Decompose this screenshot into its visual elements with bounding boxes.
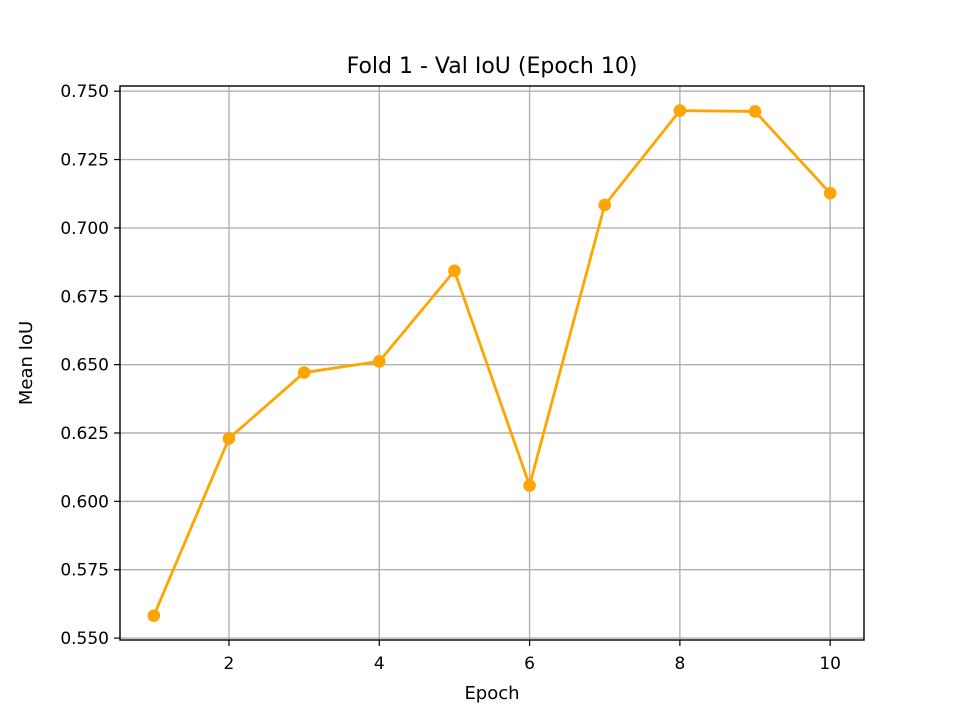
x-tick-label: 10: [819, 654, 841, 674]
y-tick-label: 0.625: [60, 424, 109, 444]
y-tick-label: 0.750: [60, 82, 109, 102]
chart-title: Fold 1 - Val IoU (Epoch 10): [347, 54, 638, 79]
grid: [120, 86, 864, 640]
data-point: [523, 479, 536, 492]
y-tick-label: 0.725: [60, 151, 109, 171]
data-point: [147, 609, 161, 622]
y-tick-label: 0.600: [60, 492, 109, 512]
y-tick-label: 0.650: [60, 356, 109, 376]
data-point: [372, 355, 386, 368]
data-point: [222, 432, 236, 445]
y-tick-label: 0.700: [60, 219, 109, 239]
data-point: [297, 366, 311, 379]
x-tick-label: 4: [374, 654, 385, 674]
data-point: [598, 198, 612, 212]
data-point: [673, 104, 687, 117]
plot-background: [120, 86, 864, 640]
y-tick-label: 0.550: [60, 629, 109, 649]
x-axis-label: Epoch: [464, 683, 519, 704]
data-series: [147, 104, 837, 622]
plot-frame: [119, 85, 865, 641]
y-axis-label: Mean IoU: [16, 321, 37, 405]
series-line: [152, 109, 832, 617]
y-tick-label: 0.575: [60, 561, 109, 581]
y-tick-label: 0.675: [60, 287, 109, 307]
data-point: [823, 186, 837, 200]
x-tick-label: 2: [224, 654, 235, 674]
x-tick-label: 6: [524, 654, 535, 674]
axis-ticks: 2 4 6 8 10 0.550 0.575 0.600 0.625 0.650 0.675 0.70…: [60, 82, 841, 674]
x-tick-label: 8: [674, 654, 685, 674]
data-point: [748, 105, 762, 118]
data-point: [448, 264, 461, 278]
